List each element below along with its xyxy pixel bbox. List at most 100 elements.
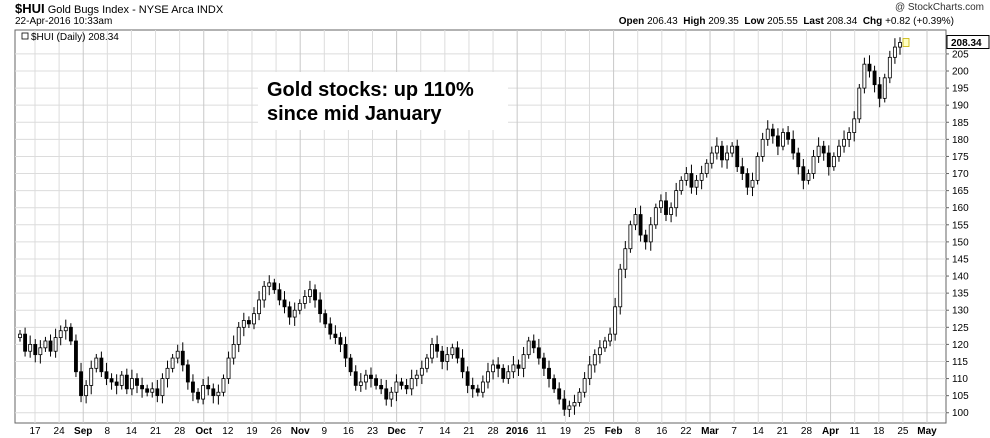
x-tick-label: Nov [291,426,310,437]
candle-body [109,378,114,383]
y-axis: 100 105 110 115 120 125 130 135 140 145 150 155 160 1… [946,49,969,419]
candle-body [801,166,806,181]
candle-body [241,320,246,328]
y-tick-label: 115 [952,357,968,368]
candle-body [648,224,653,243]
candle-body [170,357,175,369]
annotation-line-2: since mid January [267,103,442,125]
candle [252,307,256,330]
candle [221,374,226,397]
last-price-box [946,35,990,50]
candle [796,147,801,175]
candle [653,203,658,229]
candle [48,334,53,357]
y-tick-label: 170 [952,169,969,180]
candle-body [363,374,368,383]
candle [343,336,348,367]
x-tick-label: 7 [418,426,424,437]
low-label: Low [744,16,765,27]
candle [170,353,175,373]
legend-swatch [21,32,29,40]
candle [135,373,139,394]
candle [511,356,516,379]
x-tick-label: 28 [801,426,813,437]
candle-body [460,357,465,373]
candle [38,340,43,364]
candle [18,330,22,342]
candle-body [389,391,394,400]
candle-body [862,63,867,89]
candle-body [816,145,821,157]
x-tick-label: 14 [439,426,451,437]
candle-body [94,357,99,369]
candle [521,346,526,378]
candle [811,149,816,179]
candle-body [684,173,689,181]
candle [480,375,485,398]
candle [206,376,211,396]
candle-body [618,268,623,308]
candle-body [730,145,735,154]
y-tick-label: 150 [952,237,969,248]
x-tick-label: 19 [560,426,572,437]
x-tick-label: 25 [897,426,909,437]
candle [526,336,531,359]
candle-body [63,326,68,332]
candle-body [292,309,297,318]
candle [750,172,755,197]
x-tick-label: 7 [731,426,737,437]
candle [531,334,536,354]
candle [129,369,134,396]
candle-body [246,320,251,325]
candle-body [338,337,343,345]
candle-body [480,381,485,393]
candle [765,120,770,146]
candle-body [506,371,511,379]
candle [338,332,343,353]
candle [674,182,679,217]
candle [694,175,699,195]
candle-body [414,374,419,379]
candle-body [516,364,521,369]
candle-body [135,378,139,386]
candle-body [821,145,826,154]
candle [287,301,292,325]
candle-body [811,156,816,174]
chg-label: Chg [862,16,883,27]
candle-body [226,357,231,379]
y-tick-label: 165 [952,186,969,197]
x-tick-label: 16 [656,426,668,437]
candle [109,373,114,390]
candle-body [231,343,236,359]
y-tick-label: 195 [952,84,969,95]
candle [414,369,419,387]
candle-body [486,371,490,383]
candle [496,357,501,378]
candle [145,384,150,397]
candle-body [419,367,424,376]
candle [379,378,384,395]
candle-body [43,340,48,349]
x-tick-label: May [917,426,937,437]
x-tick-label: Oct [195,426,212,437]
candle-body [28,343,33,352]
candle-body [796,152,801,168]
candle-body [379,385,384,390]
open-value: 206.43 [647,16,678,27]
candle [297,299,302,315]
candle [384,379,389,406]
candle-body [674,190,679,209]
candle [847,127,852,148]
y-tick-label: 130 [952,306,969,317]
candle [79,362,83,403]
x-tick-label: 16 [343,426,355,437]
candle [638,205,643,242]
candle [440,345,445,370]
candle [862,57,867,94]
candle-body [114,381,119,386]
candle-body [318,299,323,315]
x-tick-label: 14 [126,426,138,437]
candle-body [313,289,317,301]
candle-body [867,63,872,72]
